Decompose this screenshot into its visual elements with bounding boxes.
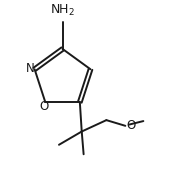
Text: N: N: [26, 62, 35, 75]
Text: NH$_2$: NH$_2$: [50, 3, 75, 18]
Text: O: O: [40, 100, 49, 113]
Text: O: O: [126, 119, 136, 132]
